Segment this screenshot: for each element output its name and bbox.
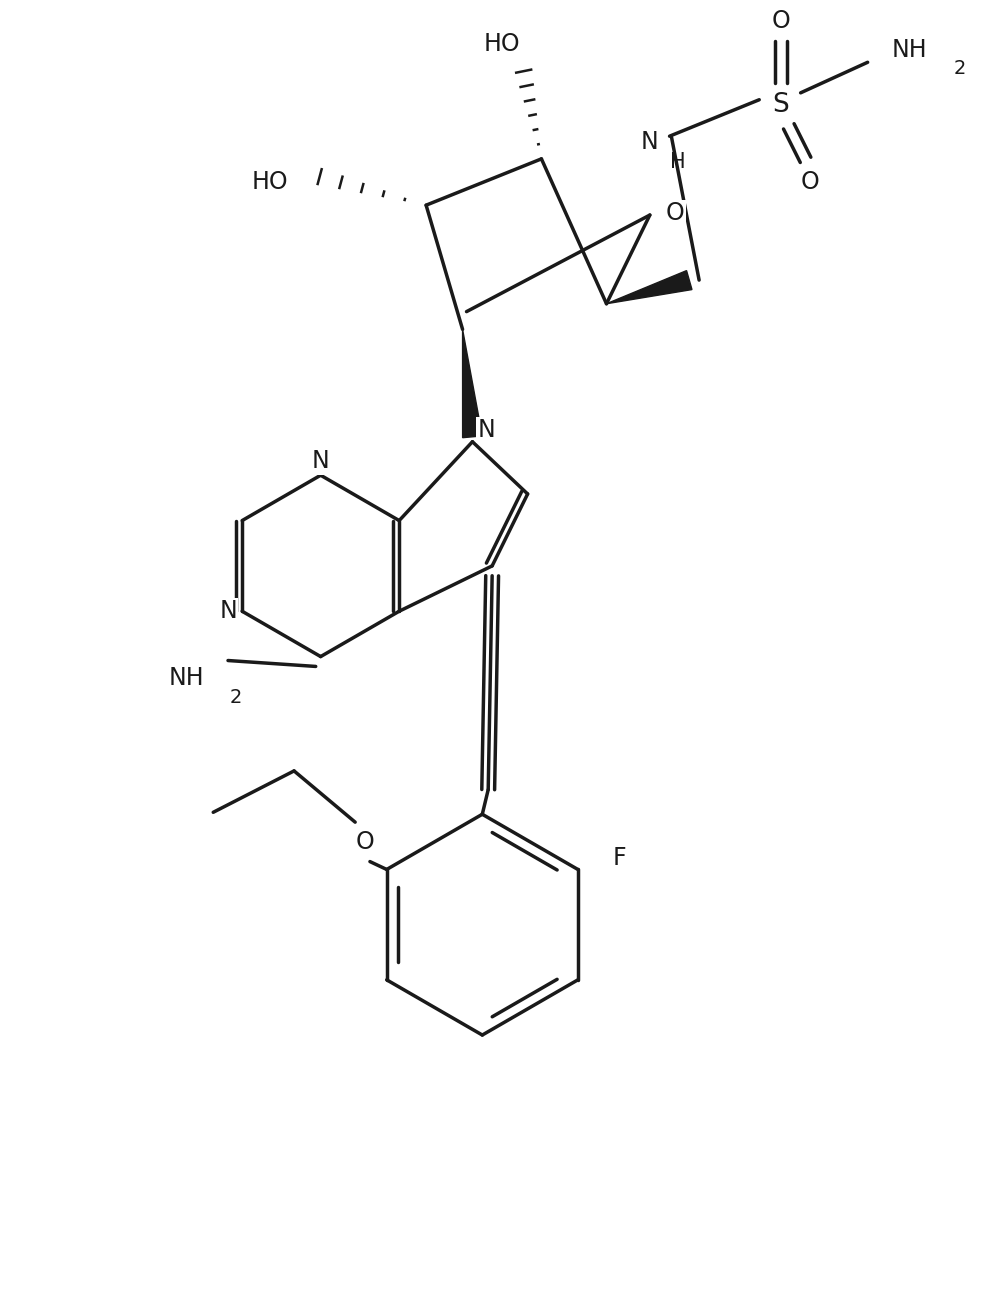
Text: H: H (669, 152, 685, 172)
Text: 2: 2 (230, 689, 242, 707)
Polygon shape (606, 271, 691, 304)
Text: O: O (800, 170, 819, 193)
Polygon shape (462, 330, 481, 438)
Text: HO: HO (483, 32, 520, 55)
Text: O: O (665, 201, 684, 225)
Text: N: N (476, 418, 494, 442)
Text: 2: 2 (953, 59, 966, 78)
Text: O: O (355, 830, 374, 854)
Text: N: N (640, 130, 658, 154)
Text: O: O (770, 9, 789, 33)
Text: N: N (220, 599, 237, 623)
Text: HO: HO (252, 170, 288, 193)
Text: NH: NH (169, 666, 205, 690)
Text: N: N (312, 449, 329, 473)
Text: NH: NH (891, 38, 926, 63)
Text: F: F (612, 846, 626, 870)
Text: S: S (771, 92, 788, 118)
